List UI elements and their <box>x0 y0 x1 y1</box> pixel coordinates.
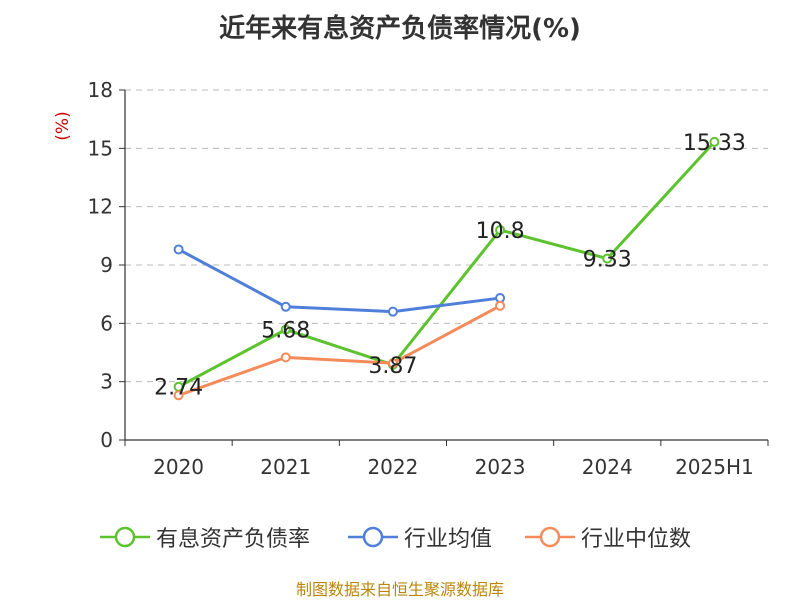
y-tick-label: 3 <box>100 370 113 394</box>
source-note: 制图数据来自恒生聚源数据库 <box>295 580 504 599</box>
legend-label: 行业中位数 <box>581 527 692 552</box>
y-tick-label: 6 <box>100 311 113 335</box>
data-point <box>280 352 291 363</box>
legend: 有息资产负债率 行业均值 行业中位数 <box>0 519 800 555</box>
x-tick-label: 2020 <box>153 455 204 479</box>
data-point <box>602 253 613 264</box>
legend-item-interest-bearing-debt-ratio[interactable]: 有息资产负债率 <box>100 519 310 555</box>
series-line <box>178 304 501 397</box>
legend-item-industry-average[interactable]: 行业均值 <box>348 519 492 555</box>
y-tick-label: 12 <box>88 195 113 219</box>
x-tick-label: 2023 <box>475 455 526 479</box>
data-point <box>280 301 291 312</box>
y-tick-label: 0 <box>100 428 113 452</box>
series-line <box>177 248 501 314</box>
y-tick-label: 15 <box>88 136 113 160</box>
x-tick-label: 2024 <box>582 455 633 479</box>
data-label: 5.68 <box>261 319 310 344</box>
legend-marker-industry-average <box>348 526 398 548</box>
y-tick-label: 9 <box>100 253 113 277</box>
data-label: 3.87 <box>368 354 417 379</box>
y-axis-label: (%) <box>53 111 73 140</box>
y-tick-label: 18 <box>88 78 113 102</box>
data-point <box>709 136 720 147</box>
legend-label: 行业均值 <box>404 527 493 552</box>
x-tick-label: 2021 <box>260 455 311 479</box>
legend-label: 有息资产负债率 <box>156 527 311 552</box>
data-label: 9.33 <box>583 248 632 273</box>
data-point <box>387 358 398 369</box>
data-point <box>495 225 506 235</box>
series-line <box>177 140 716 389</box>
data-label: 2.74 <box>154 376 203 401</box>
legend-item-industry-median[interactable]: 行业中位数 <box>525 519 691 555</box>
data-label: 10.8 <box>476 219 525 244</box>
legend-marker-interest-bearing-debt-ratio <box>100 526 150 548</box>
x-tick-label: 2022 <box>367 455 418 479</box>
data-point <box>173 244 184 255</box>
data-point <box>280 324 291 335</box>
chart-title: 近年来有息资产负债率情况(%) <box>219 14 581 44</box>
legend-marker-industry-median <box>525 526 575 548</box>
data-label: 15.33 <box>683 131 746 156</box>
data-point <box>495 300 506 311</box>
data-point <box>173 390 184 401</box>
x-tick-label: 2025H1 <box>675 455 754 479</box>
data-point <box>387 306 398 317</box>
